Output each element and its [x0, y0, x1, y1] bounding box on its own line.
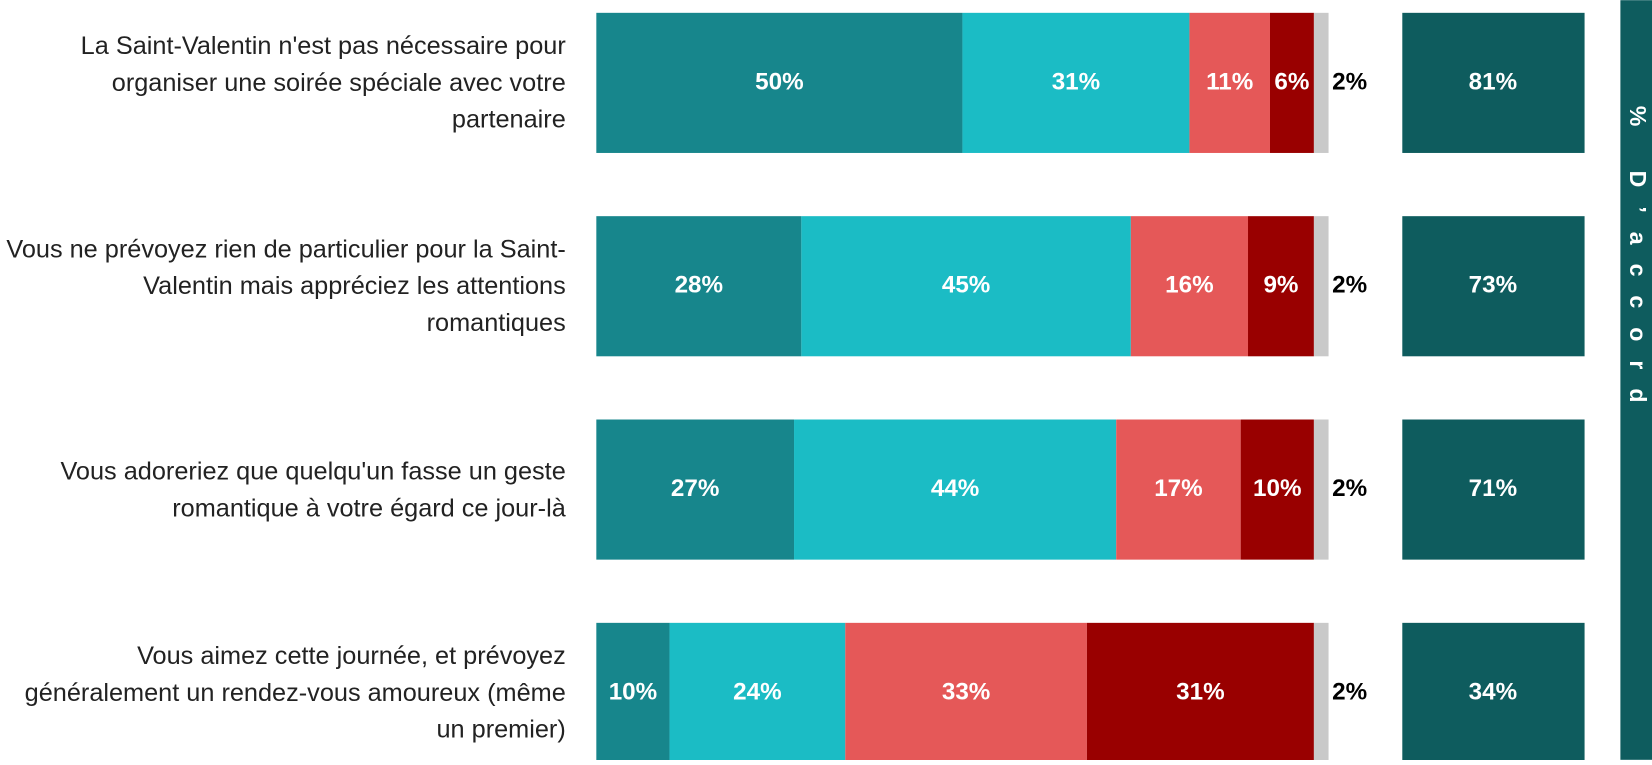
bar-segment: [1248, 216, 1314, 357]
agree-label: 71%: [1469, 475, 1517, 502]
value-label: 10%: [609, 678, 657, 705]
bar-segment: [1269, 12, 1314, 153]
category-text: La Saint-Valentin n'est pas nécessaire p…: [80, 31, 566, 134]
value-label: 28%: [675, 272, 723, 299]
category-label: Vous ne prévoyez rien de particulier pou…: [6, 235, 566, 338]
bar-segment: [1240, 419, 1314, 560]
value-label: 2%: [1332, 68, 1367, 95]
value-label: 2%: [1332, 272, 1367, 299]
agree-label: 81%: [1469, 68, 1517, 95]
bar-segment: [1313, 216, 1329, 357]
category-label: La Saint-Valentin n'est pas nécessaire p…: [80, 31, 566, 134]
bar-segment: [596, 419, 795, 560]
agree-label: 73%: [1469, 272, 1517, 299]
value-label: 24%: [733, 678, 781, 705]
agree-strip: [1620, 0, 1652, 760]
bar-segment: [794, 419, 1117, 560]
agree-label: 34%: [1469, 678, 1517, 705]
bar-segment: [1086, 622, 1314, 763]
value-label: 31%: [1052, 68, 1100, 95]
bar-segment: [596, 216, 802, 357]
bar-segment: [801, 216, 1131, 357]
value-label: 2%: [1332, 475, 1367, 502]
value-label: 33%: [942, 678, 990, 705]
value-label: 11%: [1206, 68, 1253, 95]
agree-box: [1402, 419, 1585, 560]
value-label: 16%: [1165, 272, 1213, 299]
bar-segment: [845, 622, 1087, 763]
value-label: 27%: [671, 475, 719, 502]
value-label: 9%: [1263, 272, 1298, 299]
bar-segment: [669, 622, 846, 763]
bar-segment: [1130, 216, 1249, 357]
category-label: Vous aimez cette journée, et prévoyez gé…: [24, 641, 566, 745]
value-label: 10%: [1253, 475, 1301, 502]
value-label: 45%: [942, 272, 990, 299]
value-label: 6%: [1274, 68, 1309, 95]
bar-segment: [962, 12, 1190, 153]
bar-segment: [1313, 622, 1329, 763]
category-text: Vous aimez cette journée, et prévoyez gé…: [24, 641, 566, 745]
agree-title: % D’accord: [1625, 106, 1651, 422]
value-label: 17%: [1154, 475, 1202, 502]
value-label: 50%: [755, 68, 803, 95]
bar-segment: [1116, 419, 1241, 560]
bar-segment: [1313, 419, 1329, 560]
bar-segment: [596, 622, 670, 763]
bar-segment: [1313, 12, 1329, 153]
agree-box: [1402, 12, 1585, 153]
bar-segment: [1189, 12, 1270, 153]
value-label: 2%: [1332, 678, 1367, 705]
category-label: Vous adoreriez que quelqu'un fasse un ge…: [60, 456, 566, 523]
value-label: 44%: [931, 475, 979, 502]
agree-box: [1402, 622, 1585, 763]
bar-segment: [596, 12, 963, 153]
value-label: 31%: [1176, 678, 1224, 705]
agree-box: [1402, 216, 1585, 357]
category-text: Vous adoreriez que quelqu'un fasse un ge…: [60, 456, 566, 523]
category-text: Vous ne prévoyez rien de particulier pou…: [6, 235, 566, 338]
